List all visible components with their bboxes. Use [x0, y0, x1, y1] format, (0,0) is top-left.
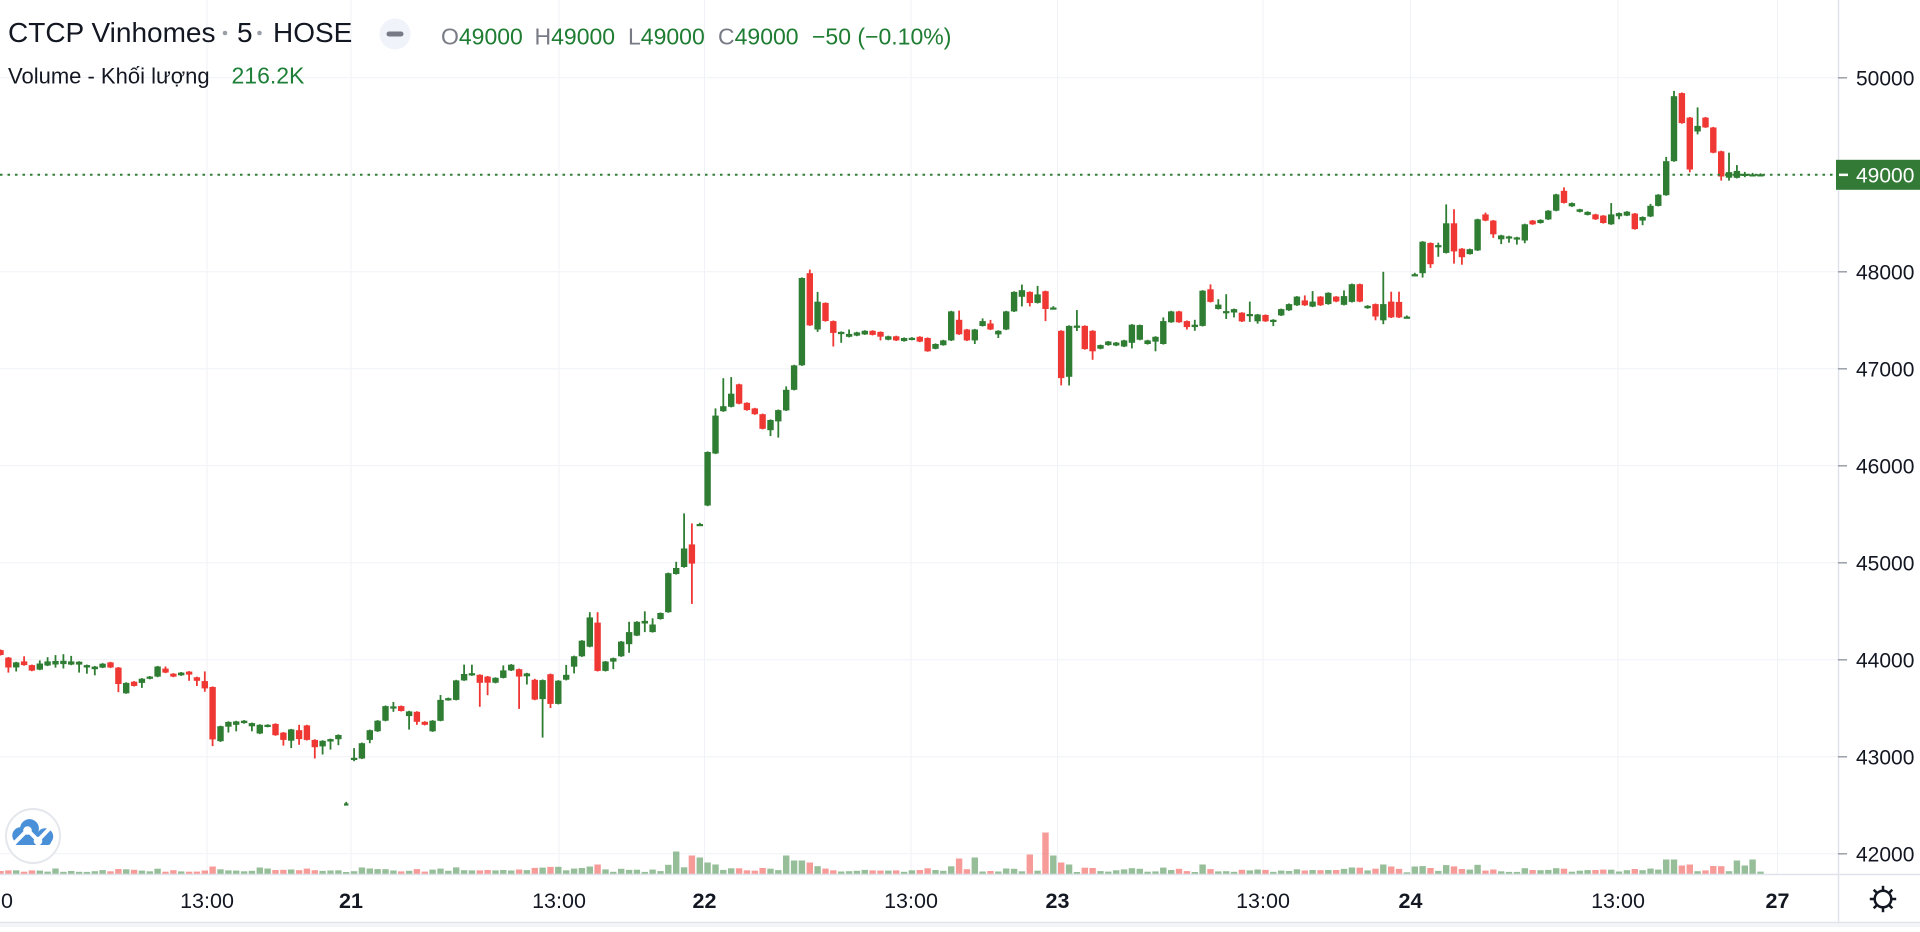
svg-text:44000: 44000: [1856, 649, 1914, 672]
svg-text:Volume - Khối lượng: Volume - Khối lượng: [8, 64, 210, 89]
svg-text:5: 5: [237, 17, 253, 48]
svg-text:13:00: 13:00: [884, 889, 938, 913]
svg-text:47000: 47000: [1856, 358, 1914, 381]
svg-text:42000: 42000: [1856, 843, 1914, 866]
svg-text:HOSE: HOSE: [273, 17, 352, 48]
svg-text:46000: 46000: [1856, 455, 1914, 478]
svg-text:27: 27: [1766, 889, 1790, 913]
svg-text:0: 0: [1, 889, 13, 913]
svg-text:45000: 45000: [1856, 552, 1914, 575]
svg-text:49000: 49000: [1856, 164, 1914, 187]
svg-text:13:00: 13:00: [532, 889, 586, 913]
svg-text:21: 21: [339, 889, 363, 913]
svg-text:43000: 43000: [1856, 746, 1914, 769]
svg-text:24: 24: [1399, 889, 1423, 913]
svg-text:13:00: 13:00: [1236, 889, 1290, 913]
svg-text:13:00: 13:00: [1591, 889, 1645, 913]
svg-text:22: 22: [693, 889, 717, 913]
svg-text:13:00: 13:00: [180, 889, 234, 913]
svg-text:48000: 48000: [1856, 261, 1914, 284]
svg-text:CTCP Vinhomes: CTCP Vinhomes: [8, 17, 216, 48]
svg-text:216.2K: 216.2K: [232, 63, 306, 89]
svg-text:23: 23: [1046, 889, 1070, 913]
svg-text:50000: 50000: [1856, 67, 1914, 90]
